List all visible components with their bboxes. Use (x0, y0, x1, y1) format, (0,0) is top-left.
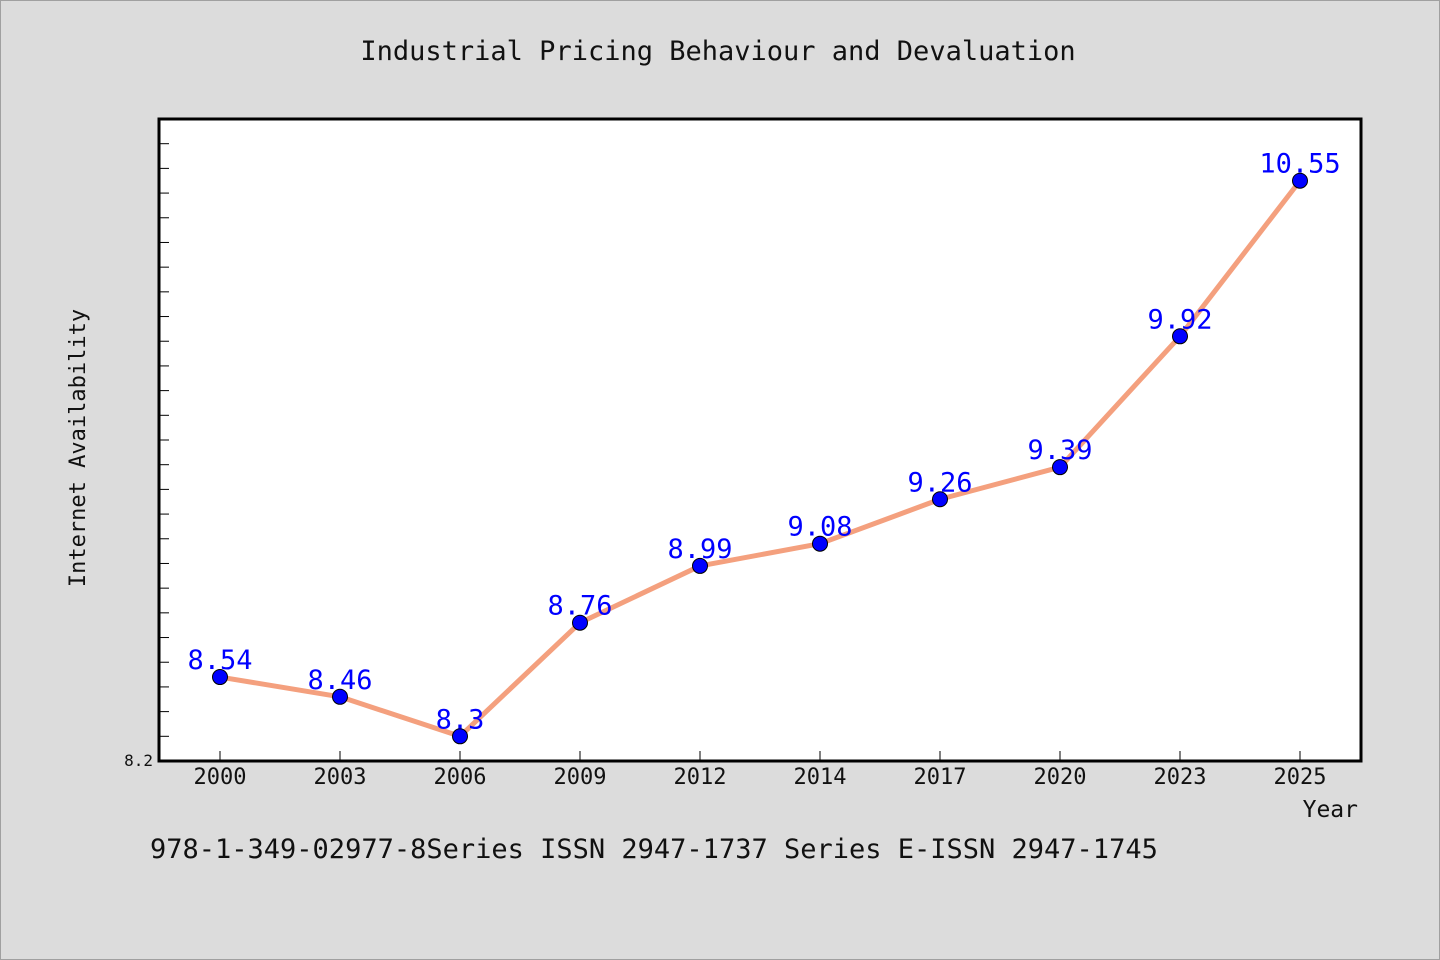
x-tick-label: 2017 (914, 765, 967, 790)
x-tick-label: 2009 (554, 765, 607, 790)
data-point (572, 614, 588, 631)
y-axis-ticks (159, 118, 169, 762)
data-point (812, 535, 828, 552)
chart-title: Industrial Pricing Behaviour and Devalua… (360, 36, 1075, 67)
x-tick-label: 2014 (794, 765, 847, 790)
data-label: 8.3 (436, 704, 485, 735)
x-tick-label: 2023 (1154, 765, 1207, 790)
data-point (692, 557, 708, 574)
data-point (932, 491, 948, 508)
x-tick-label: 2012 (674, 765, 727, 790)
x-tick-label: 2025 (1274, 765, 1327, 790)
y-tick-label: 8.2 (124, 751, 153, 770)
data-label: 9.39 (1027, 435, 1092, 466)
data-label: 10.55 (1259, 149, 1340, 180)
data-point (1052, 459, 1068, 476)
series-layer (212, 172, 1308, 745)
x-tick-label: 2000 (194, 765, 247, 790)
data-label: 8.76 (547, 591, 612, 622)
data-label: 9.08 (787, 512, 852, 543)
data-label: 9.92 (1147, 304, 1212, 335)
footer-isbn-text: 978-1-349-02977-8Series ISSN 2947-1737 S… (150, 834, 1158, 865)
data-label-layer: 8.54 8.46 8.3 8.76 8.99 9.08 9.26 9.39 9.92 10.55 (187, 149, 1340, 736)
x-tick-label: 2020 (1034, 765, 1087, 790)
data-point (212, 669, 228, 686)
plot-area (157, 117, 1363, 763)
data-point (1172, 328, 1188, 345)
series-line (217, 178, 1303, 739)
x-axis-label: Year (1303, 797, 1358, 823)
data-label: 9.26 (907, 467, 972, 498)
data-point (452, 728, 468, 745)
data-label: 8.46 (307, 665, 372, 696)
data-point (1292, 172, 1308, 189)
x-tick-label: 2006 (434, 765, 487, 790)
x-axis-ticks: 2000 2003 2006 2009 2012 2014 2017 2020 2023 2025 (194, 751, 1327, 790)
x-tick-label: 2003 (314, 765, 367, 790)
data-point (332, 688, 348, 705)
data-label: 8.99 (667, 534, 732, 565)
data-label: 8.54 (187, 645, 252, 676)
y-axis-label: Internet Availability (66, 309, 91, 587)
